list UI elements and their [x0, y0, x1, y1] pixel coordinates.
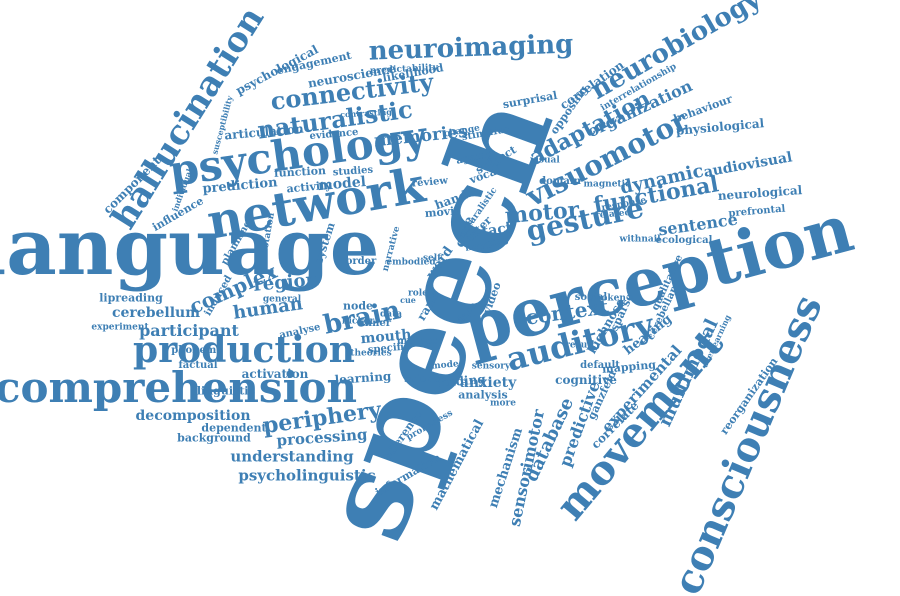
word-self: self: [422, 253, 442, 264]
word-movie: movie: [424, 203, 462, 221]
word-data: data: [379, 309, 403, 320]
word-magnetic: magnetic: [583, 179, 631, 190]
word-participant: participant: [139, 321, 239, 340]
word-social: social: [574, 292, 608, 303]
word-flicker: flicker: [341, 316, 375, 327]
word-visual: visual: [530, 155, 560, 166]
word-sensory: sensory: [471, 361, 511, 372]
word-default: default: [580, 360, 620, 371]
word-spoken: spoken: [590, 293, 626, 304]
word-more: more: [490, 398, 516, 409]
word-cerebellum: cerebellum: [111, 305, 201, 321]
word-psycholinguistic: psycholinguistic: [238, 466, 376, 485]
word-science: science: [404, 374, 446, 385]
word-withnail: withnail: [619, 234, 661, 245]
word-motor: motor: [503, 196, 581, 230]
word-order: order: [345, 256, 377, 267]
word-node: node: [342, 299, 374, 313]
word-theories: theories: [350, 348, 392, 359]
word-factual: factual: [178, 360, 218, 371]
word-background: background: [177, 431, 251, 445]
word-domain: domain: [539, 176, 581, 187]
word-understanding: understanding: [230, 447, 354, 466]
word-lipreading: lipreading: [99, 291, 163, 305]
word-general: general: [262, 294, 302, 305]
word-decomposition: decomposition: [135, 408, 251, 424]
word-ecological: ecological: [655, 235, 713, 246]
word-comprehension: comprehension: [0, 363, 358, 412]
word-method: method: [396, 336, 440, 347]
word-linguistic: linguistic: [196, 384, 256, 398]
word-result: result: [565, 340, 595, 351]
word-surprisal: surprisal: [501, 88, 559, 112]
word-audiovisual: audiovisual: [702, 149, 794, 181]
word-analysis: analysis: [458, 388, 508, 402]
word-inner: inner: [361, 318, 391, 329]
word-dependent: dependent: [201, 421, 267, 435]
word-function: function: [273, 164, 327, 180]
word-learning: learning: [334, 369, 392, 387]
word-activation: activation: [241, 367, 309, 381]
word-cue: cue: [400, 295, 416, 305]
word-production: production: [133, 329, 355, 371]
word-contrasting: contrasting: [339, 106, 393, 120]
word-experiment: experiment: [91, 322, 149, 333]
word-role: role: [408, 288, 428, 299]
word-cognitive: cognitive: [555, 373, 617, 387]
word-embodied: embodied: [386, 257, 436, 268]
word-phoneme: phoneme: [171, 345, 223, 356]
word-neurological: neurological: [717, 183, 803, 203]
word-language: language: [0, 202, 380, 293]
word-anxiety: anxiety: [459, 375, 517, 391]
word-neuroimaging: neuroimaging: [368, 29, 574, 67]
